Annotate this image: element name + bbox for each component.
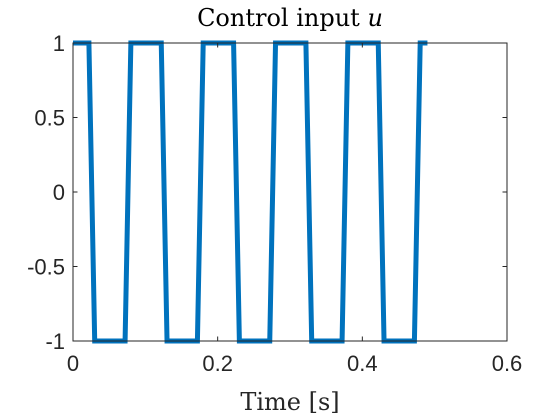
x-tick-label: 0.6 bbox=[492, 351, 523, 376]
chart-title-symbol: u bbox=[367, 4, 382, 32]
x-tick-label: 0.4 bbox=[347, 351, 378, 376]
x-axis-label: Time [s] bbox=[240, 388, 339, 416]
y-tick-label: -1 bbox=[45, 329, 65, 354]
x-tick-label: 0 bbox=[67, 351, 79, 376]
x-tick-label: 0.2 bbox=[202, 351, 233, 376]
y-tick-label: 0 bbox=[53, 180, 65, 205]
chart-title: Control input u bbox=[197, 4, 383, 32]
y-tick-label: 1 bbox=[53, 31, 65, 56]
plot-area bbox=[73, 43, 507, 341]
y-tick-label: 0.5 bbox=[34, 106, 65, 131]
ticks-layer: 0 0.2 0.4 0.6 -1 -0.5 0 0.5 1 bbox=[27, 31, 522, 376]
chart-title-text: Control input bbox=[197, 4, 360, 32]
y-tick-label: -0.5 bbox=[27, 255, 65, 280]
